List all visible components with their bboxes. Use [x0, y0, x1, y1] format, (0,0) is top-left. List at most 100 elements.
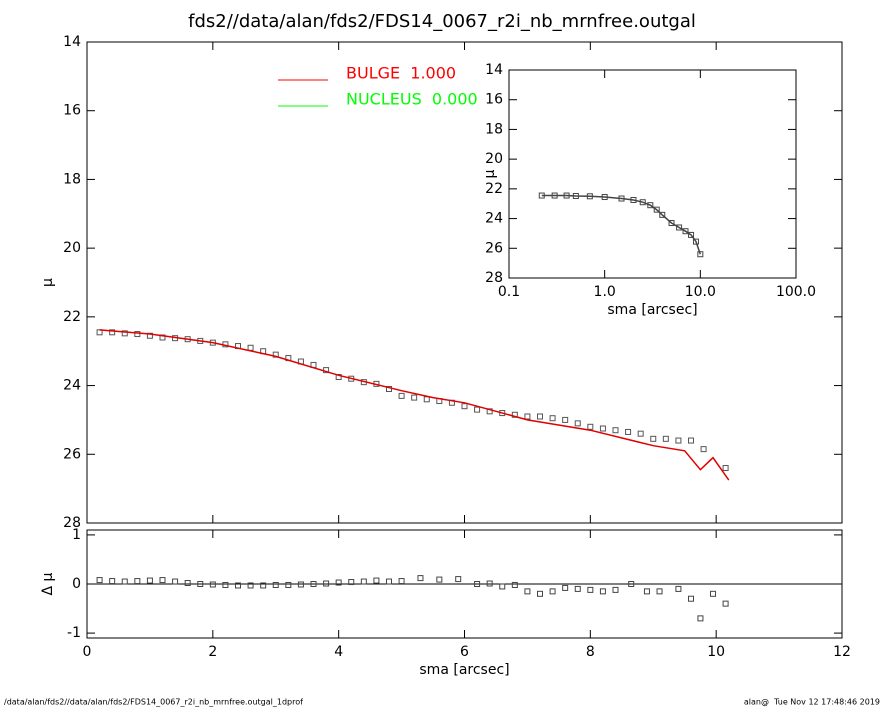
data-point — [710, 590, 717, 597]
y-axis-label: μ — [40, 278, 56, 287]
y-tick-label: 26 — [485, 240, 503, 256]
y-axis-label: μ — [482, 169, 498, 178]
y-tick-label: -1 — [67, 625, 81, 641]
data-point — [109, 578, 116, 585]
data-point — [650, 435, 657, 442]
y-tick-label: 28 — [485, 270, 503, 286]
plot-frame — [508, 69, 797, 279]
data-point — [549, 415, 556, 422]
data-point — [134, 331, 141, 338]
data-point — [486, 580, 493, 587]
data-point — [637, 430, 644, 437]
data-point — [562, 416, 569, 423]
y-tick-label: 22 — [485, 181, 503, 197]
data-point — [285, 581, 292, 588]
data-point — [386, 386, 392, 393]
data-point — [348, 579, 355, 586]
data-point — [688, 231, 695, 238]
data-point — [688, 437, 694, 444]
data-point — [562, 584, 569, 591]
data-point — [398, 392, 405, 399]
data-point — [524, 588, 531, 595]
y-tick-label: 28 — [63, 515, 81, 531]
data-point — [563, 192, 570, 199]
data-point — [423, 396, 430, 403]
data-point — [184, 580, 191, 587]
data-point — [682, 228, 689, 235]
data-point — [417, 575, 424, 582]
y-axis-label: Δ μ — [40, 572, 56, 595]
data-point — [675, 437, 682, 444]
data-point — [134, 578, 141, 585]
y-tick-label: 16 — [485, 92, 503, 108]
legend-label: BULGE 1.000 — [346, 64, 456, 83]
data-point — [455, 576, 462, 583]
data-point — [121, 578, 128, 585]
data-point — [668, 220, 675, 227]
data-point — [121, 330, 128, 337]
data-point — [653, 206, 660, 213]
data-point — [630, 197, 637, 203]
data-point — [688, 595, 694, 602]
data-point — [697, 251, 704, 258]
data-point — [618, 195, 625, 202]
y-tick-label: 24 — [63, 378, 81, 394]
y-tick-label: 24 — [485, 211, 503, 227]
data-point — [172, 578, 179, 585]
y-tick-label: 22 — [63, 309, 81, 325]
data-point — [297, 581, 304, 588]
data-point — [662, 435, 669, 442]
x-tick-label: 100.0 — [776, 284, 816, 300]
data-point — [659, 211, 666, 218]
data-point — [538, 192, 545, 199]
data-point — [549, 588, 556, 595]
data-point — [222, 581, 229, 588]
data-point — [599, 588, 606, 595]
data-point — [461, 403, 468, 410]
data-point — [511, 581, 518, 588]
data-point — [335, 373, 342, 380]
y-tick-label: 16 — [63, 103, 81, 119]
x-tick-label: 1.0 — [594, 284, 616, 300]
data-point — [599, 425, 606, 432]
y-tick-label: 26 — [63, 446, 81, 462]
data-point — [643, 588, 650, 595]
data-point — [436, 576, 443, 583]
data-point — [612, 586, 619, 593]
data-point — [310, 581, 317, 587]
data-point — [159, 577, 166, 584]
data-point — [601, 194, 608, 201]
data-point — [524, 413, 531, 420]
data-point — [209, 581, 216, 588]
data-point — [574, 420, 581, 427]
data-point — [722, 465, 729, 472]
data-point — [537, 590, 543, 597]
y-tick-label: 14 — [63, 34, 81, 50]
data-point — [373, 577, 380, 584]
data-point — [587, 423, 594, 430]
data-point — [247, 344, 254, 351]
data-point — [722, 600, 729, 607]
x-tick-label: 2 — [208, 644, 217, 660]
data-point — [197, 581, 204, 587]
x-tick-label: 10.0 — [685, 284, 716, 300]
data-point — [625, 428, 632, 435]
x-tick-label: 0.1 — [498, 284, 520, 300]
data-point — [235, 582, 241, 589]
data-point — [146, 577, 153, 584]
data-point — [323, 580, 330, 587]
data-point — [612, 427, 619, 434]
data-point — [572, 192, 579, 199]
data-point — [676, 224, 683, 231]
x-tick-label: 10 — [707, 644, 725, 660]
data-point — [499, 583, 506, 590]
legend-label: NUCLEUS 0.000 — [346, 90, 478, 109]
data-point — [360, 578, 367, 585]
y-tick-label: 18 — [63, 171, 81, 187]
x-axis-label: sma [arcsec] — [419, 662, 509, 678]
x-tick-label: 12 — [833, 644, 851, 660]
data-point — [692, 238, 699, 245]
data-point — [586, 193, 593, 200]
